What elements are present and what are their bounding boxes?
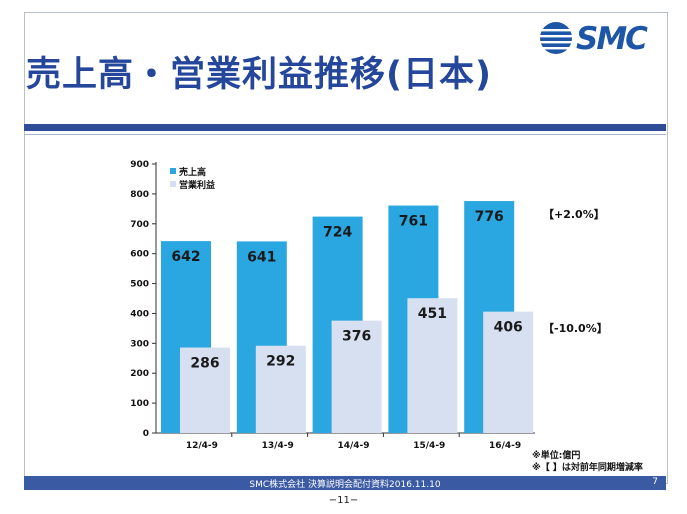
title-divider bbox=[24, 124, 666, 131]
profit-yoy-change: 【-10.0%】 bbox=[543, 322, 608, 335]
page-number: −11− bbox=[328, 495, 359, 506]
footer-bar: SMC株式会社 決算説明会配付資料2016.11.10 7 bbox=[24, 476, 666, 490]
profit-value-label: 451 bbox=[418, 306, 447, 322]
operating-profit-bar bbox=[180, 347, 230, 433]
sales-value-label: 776 bbox=[475, 209, 504, 225]
operating-profit-bar bbox=[483, 311, 534, 433]
bracket-note: ※【 】は対前年同期増減率 bbox=[532, 463, 643, 473]
y-tick-label: 100 bbox=[130, 399, 149, 409]
y-tick-label: 300 bbox=[130, 339, 149, 349]
globe-icon bbox=[540, 22, 572, 54]
profit-value-label: 376 bbox=[342, 329, 371, 345]
title-divider-thin bbox=[24, 134, 666, 135]
legend-swatch bbox=[170, 168, 176, 174]
x-category-label: 15/4-9 bbox=[413, 441, 445, 451]
operating-profit-bar bbox=[255, 345, 306, 433]
sales-value-label: 642 bbox=[171, 249, 200, 265]
operating-profit-bar bbox=[331, 320, 382, 433]
unit-note: ※単位:億円 bbox=[532, 451, 581, 461]
y-tick-label: 700 bbox=[130, 220, 149, 230]
legend-label: 売上高 bbox=[179, 166, 206, 178]
y-tick-label: 400 bbox=[130, 309, 149, 319]
y-tick-label: 200 bbox=[130, 369, 149, 379]
operating-profit-bar bbox=[407, 298, 458, 433]
x-category-label: 16/4-9 bbox=[489, 441, 521, 451]
profit-value-label: 406 bbox=[494, 320, 523, 336]
y-tick-label: 500 bbox=[130, 280, 149, 290]
sales-value-label: 724 bbox=[323, 225, 352, 241]
x-category-label: 12/4-9 bbox=[186, 441, 218, 451]
sales-value-label: 641 bbox=[247, 249, 276, 265]
footer-text: SMC株式会社 決算説明会配付資料2016.11.10 bbox=[249, 480, 441, 490]
profit-value-label: 286 bbox=[190, 356, 219, 372]
y-tick-label: 800 bbox=[130, 190, 149, 200]
sales-value-label: 761 bbox=[399, 214, 428, 230]
page-title: 売上高・営業利益推移(日本) bbox=[26, 55, 492, 95]
legend-label: 営業利益 bbox=[179, 179, 215, 191]
slide-number: 7 bbox=[652, 477, 658, 487]
y-tick-label: 900 bbox=[130, 160, 149, 170]
legend-swatch bbox=[170, 181, 176, 187]
x-category-label: 13/4-9 bbox=[262, 441, 294, 451]
x-category-label: 14/4-9 bbox=[337, 441, 369, 451]
y-tick-label: 0 bbox=[143, 429, 149, 439]
logo-text: SMC bbox=[576, 21, 648, 57]
y-tick-label: 600 bbox=[130, 250, 149, 260]
profit-value-label: 292 bbox=[266, 354, 295, 370]
sales-yoy-change: 【+2.0%】 bbox=[543, 208, 605, 221]
